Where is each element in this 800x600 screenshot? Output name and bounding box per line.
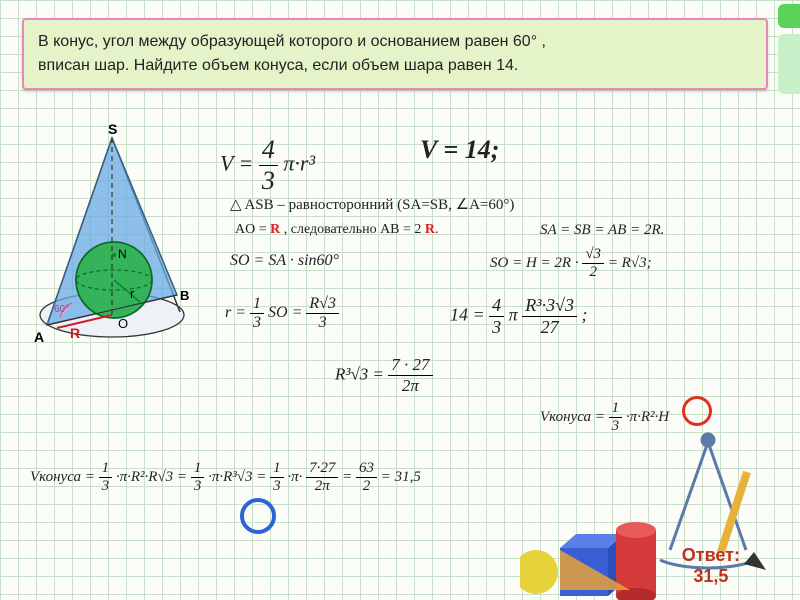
cone-figure: S A B O N r R 60° bbox=[22, 120, 212, 360]
formula-so-val: SO = H = 2R · √32 = R√3; bbox=[490, 246, 652, 281]
formula-r: r = 13 SO = R√33 bbox=[225, 295, 339, 332]
formula-so-sin: SO = SA · sin60° bbox=[230, 252, 339, 270]
formula-triangle: △ ASB – равносторонний (SA=SB, ∠A=60°) bbox=[230, 195, 514, 214]
content-area: S A B O N r R 60° V = 43 π·r³ V = 14; △ … bbox=[0, 0, 800, 600]
svg-text:r: r bbox=[130, 286, 135, 301]
formula-v-sphere: V = 43 π·r³ bbox=[220, 135, 315, 196]
svg-text:A: A bbox=[34, 329, 44, 345]
formula-v-given: V = 14; bbox=[420, 135, 499, 165]
answer: Ответ: 31,5 bbox=[682, 545, 740, 588]
formula-sa-sb: SA = SB = AB = 2R. bbox=[540, 222, 664, 239]
decor-solids bbox=[520, 430, 800, 600]
blue-ring bbox=[240, 498, 276, 534]
svg-text:R: R bbox=[70, 325, 80, 341]
formula-vcone-chain: Vконуса = 13 ·π·R²·R√3 = 13 ·π·R³√3 = 13… bbox=[30, 460, 421, 495]
red-ring bbox=[682, 396, 712, 426]
svg-text:S: S bbox=[108, 121, 117, 137]
formula-r3: R³√3 = 7 · 272π bbox=[335, 355, 433, 396]
svg-text:O: O bbox=[118, 316, 128, 331]
svg-text:N: N bbox=[118, 247, 127, 261]
svg-text:B: B bbox=[180, 288, 189, 303]
formula-14: 14 = 43 π R³·3√327 ; bbox=[450, 295, 587, 338]
svg-text:60°: 60° bbox=[54, 304, 69, 315]
formula-ao: AO = R , следовательно AB = 2 R. bbox=[235, 222, 439, 238]
